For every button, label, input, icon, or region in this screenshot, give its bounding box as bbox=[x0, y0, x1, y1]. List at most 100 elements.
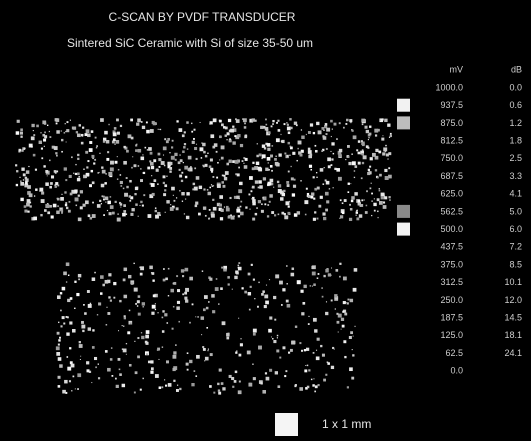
speckle bbox=[185, 299, 188, 302]
speckle bbox=[155, 303, 156, 304]
speckle bbox=[78, 274, 81, 277]
speckle bbox=[129, 364, 132, 367]
speckle bbox=[103, 214, 105, 216]
speckle bbox=[85, 133, 88, 136]
speckle bbox=[182, 134, 185, 137]
speckle bbox=[317, 338, 320, 341]
speckle bbox=[176, 197, 177, 198]
speckle bbox=[56, 346, 60, 350]
speckle bbox=[212, 310, 215, 313]
speckle bbox=[188, 156, 192, 160]
speckle bbox=[253, 279, 255, 281]
speckle bbox=[288, 352, 290, 354]
speckle bbox=[315, 145, 317, 147]
speckle bbox=[254, 298, 255, 299]
speckle bbox=[240, 201, 242, 203]
speckle bbox=[262, 154, 266, 158]
speckle bbox=[195, 205, 198, 208]
speckle bbox=[111, 375, 113, 377]
speckle bbox=[168, 268, 170, 270]
speckle bbox=[163, 154, 164, 155]
speckle bbox=[210, 353, 213, 356]
speckle bbox=[182, 201, 183, 202]
speckle bbox=[326, 181, 330, 185]
speckle bbox=[185, 198, 186, 199]
speckle bbox=[280, 134, 281, 135]
speckle bbox=[345, 123, 347, 125]
speckle bbox=[166, 176, 167, 177]
speckle bbox=[308, 150, 312, 154]
speckle bbox=[313, 352, 315, 354]
scale-label: 1 x 1 mm bbox=[322, 417, 371, 431]
speckle bbox=[267, 148, 270, 151]
speckle bbox=[20, 198, 23, 201]
speckle bbox=[281, 304, 283, 306]
speckle bbox=[221, 209, 224, 212]
speckle bbox=[265, 124, 267, 126]
speckle bbox=[191, 131, 193, 133]
speckle bbox=[152, 305, 156, 309]
speckle bbox=[238, 265, 240, 267]
speckle bbox=[358, 162, 361, 165]
speckle bbox=[221, 123, 224, 126]
speckle bbox=[184, 297, 187, 300]
speckle bbox=[215, 287, 219, 291]
speckle bbox=[69, 380, 71, 382]
speckle bbox=[118, 358, 121, 361]
speckle bbox=[203, 165, 205, 167]
speckle bbox=[323, 275, 325, 277]
speckle bbox=[119, 202, 121, 204]
speckle bbox=[384, 169, 387, 172]
speckle bbox=[156, 169, 159, 172]
speckle bbox=[64, 132, 66, 134]
speckle bbox=[61, 194, 62, 195]
speckle bbox=[317, 384, 319, 386]
speckle bbox=[72, 127, 75, 130]
speckle bbox=[56, 352, 60, 356]
speckle bbox=[91, 382, 92, 383]
speckle bbox=[292, 341, 296, 345]
speckle bbox=[325, 209, 328, 212]
speckle bbox=[361, 140, 363, 142]
speckle bbox=[86, 129, 90, 133]
speckle bbox=[165, 385, 167, 387]
speckle bbox=[35, 188, 37, 190]
speckle bbox=[171, 187, 175, 191]
speckle bbox=[110, 161, 114, 165]
speckle bbox=[177, 289, 180, 292]
speckle bbox=[229, 138, 231, 140]
speckle bbox=[16, 184, 18, 186]
speckle bbox=[224, 206, 225, 207]
speckle bbox=[77, 178, 80, 181]
speckle bbox=[366, 205, 368, 207]
speckle bbox=[375, 149, 378, 152]
speckle bbox=[348, 162, 351, 165]
speckle bbox=[183, 146, 185, 148]
speckle bbox=[116, 140, 120, 144]
speckle bbox=[164, 379, 165, 380]
speckle bbox=[75, 197, 79, 201]
speckle bbox=[284, 123, 286, 125]
speckle bbox=[209, 123, 210, 124]
speckle bbox=[78, 279, 80, 281]
speckle bbox=[224, 177, 227, 180]
speckle bbox=[382, 193, 385, 196]
speckle bbox=[184, 292, 187, 295]
speckle bbox=[131, 282, 134, 285]
speckle bbox=[45, 204, 49, 208]
speckle bbox=[272, 145, 274, 147]
speckle bbox=[162, 346, 163, 347]
speckle bbox=[184, 143, 186, 145]
speckle bbox=[262, 390, 266, 394]
speckle bbox=[190, 166, 192, 168]
speckle bbox=[334, 168, 336, 170]
speckle bbox=[284, 215, 288, 219]
speckle bbox=[370, 187, 372, 189]
speckle bbox=[240, 144, 243, 147]
speckle bbox=[351, 153, 353, 155]
speckle bbox=[45, 182, 49, 186]
speckle bbox=[244, 291, 247, 294]
db-value: 1.8 bbox=[509, 135, 522, 145]
speckle bbox=[266, 377, 270, 381]
speckle bbox=[312, 384, 314, 386]
